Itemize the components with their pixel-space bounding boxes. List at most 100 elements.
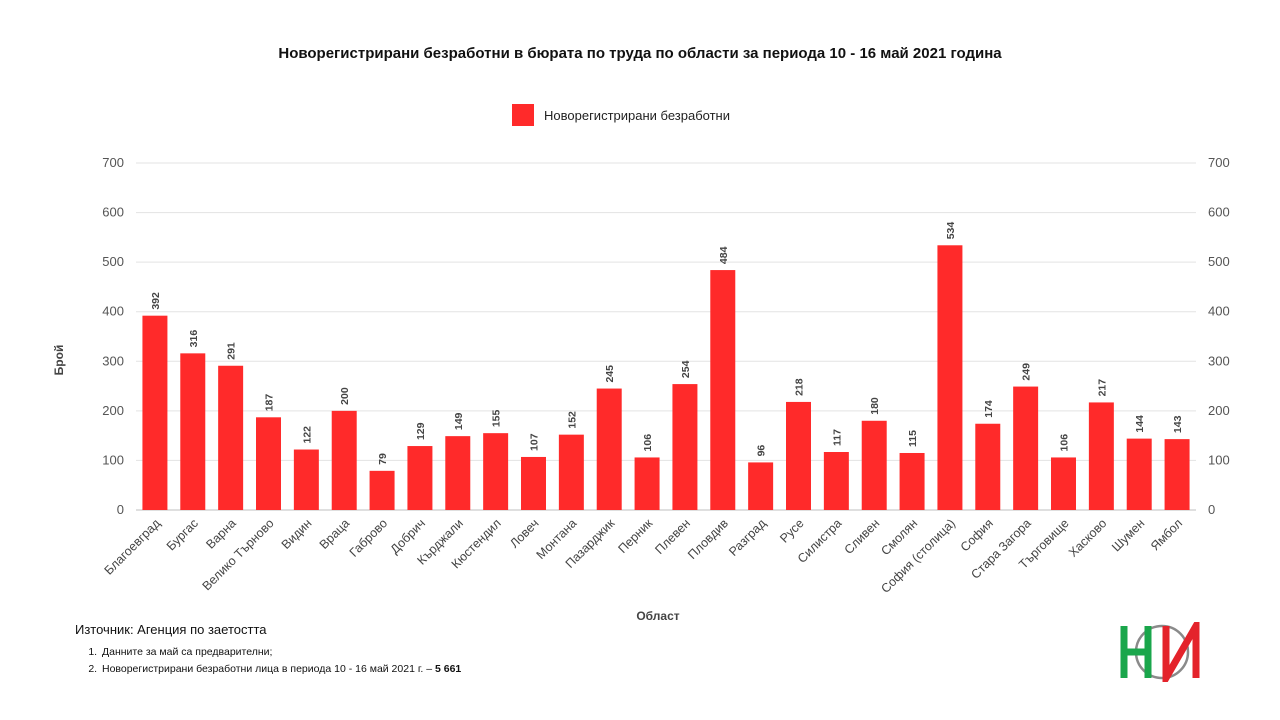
- bar: [1013, 386, 1039, 510]
- bar: [861, 420, 887, 510]
- data-label: 117: [831, 429, 843, 446]
- data-label: 107: [529, 433, 541, 451]
- y-tick-label-right: 300: [1208, 353, 1230, 368]
- y-tick-label-right: 0: [1208, 502, 1215, 517]
- data-label: 115: [907, 430, 919, 447]
- bar: [975, 423, 1001, 510]
- bar: [710, 270, 736, 510]
- data-label: 155: [491, 409, 503, 427]
- data-label: 534: [945, 222, 957, 240]
- source-note: Източник: Агенция по заетостта: [75, 622, 267, 637]
- bar: [672, 384, 698, 510]
- y-tick-label-right: 500: [1208, 254, 1230, 269]
- data-label: 254: [680, 360, 692, 378]
- x-tick-label: Перник: [615, 516, 655, 556]
- x-tick-label: Видин: [279, 516, 315, 552]
- data-label: 316: [188, 330, 200, 348]
- y-tick-label-left: 500: [102, 254, 124, 269]
- y-axis-left: 0 100 200 300 400 500 600 700: [102, 155, 124, 517]
- bar: [937, 245, 963, 510]
- legend-swatch: [512, 104, 534, 126]
- x-tick-label: Ловеч: [507, 516, 541, 550]
- y-axis-title: Брой: [52, 345, 66, 376]
- bar: [596, 388, 622, 510]
- bar: [823, 452, 849, 510]
- footnote-2-total: 5 661: [434, 663, 462, 675]
- data-label: 149: [453, 412, 465, 430]
- bar: [1088, 402, 1114, 510]
- bar: [1051, 457, 1076, 510]
- data-label: 152: [566, 411, 578, 429]
- nsi-logo-icon: [1120, 622, 1200, 682]
- footnote-2: Новорегистрирани безработни лица в перио…: [100, 661, 461, 678]
- data-label: 106: [1059, 434, 1071, 452]
- legend-label: Новорегистрирани безработни: [544, 107, 730, 123]
- data-label: 187: [264, 394, 276, 412]
- bar: [748, 462, 774, 510]
- y-tick-label-right: 200: [1208, 403, 1230, 418]
- bar: [331, 410, 357, 510]
- x-tick-label: Ямбол: [1148, 516, 1185, 553]
- y-tick-label-left: 600: [102, 205, 124, 220]
- x-tick-label: Пловдив: [685, 516, 731, 562]
- footnotes: Данните за май са предварителни; Новорег…: [80, 644, 461, 678]
- data-labels: 392 316 291 187 122 200 79 129 149 155 107 152 245 10…: [150, 222, 1184, 465]
- x-tick-label: Хасково: [1066, 516, 1110, 560]
- data-label: 484: [718, 246, 730, 264]
- data-label: 180: [869, 397, 881, 415]
- bars: [142, 245, 1190, 510]
- data-label: 96: [756, 445, 768, 457]
- data-label: 291: [226, 342, 238, 360]
- bar: [1164, 439, 1190, 510]
- footnote-1: Данните за май са предварителни;: [100, 644, 461, 661]
- bar: [634, 457, 660, 510]
- footnote-2-text: Новорегистрирани безработни лица в перио…: [102, 663, 435, 675]
- data-label: 106: [642, 434, 654, 452]
- y-tick-label-right: 700: [1208, 155, 1230, 170]
- x-tick-label: Разград: [726, 516, 769, 559]
- x-tick-label: Шумен: [1109, 516, 1147, 554]
- bar: [180, 353, 206, 510]
- x-tick-label: Враца: [317, 516, 353, 552]
- y-tick-label-left: 200: [102, 403, 124, 418]
- data-label: 144: [1134, 415, 1146, 433]
- legend: Новорегистрирани безработни: [512, 104, 730, 126]
- data-label: 174: [983, 400, 995, 418]
- bar: [521, 456, 546, 510]
- bar: [407, 446, 433, 510]
- bar: [218, 365, 244, 510]
- data-label: 122: [301, 426, 313, 444]
- x-tick-label: Благоевград: [102, 516, 164, 578]
- y-tick-label-left: 300: [102, 353, 124, 368]
- y-tick-label-left: 100: [102, 452, 124, 467]
- x-tick-label: Сливен: [842, 516, 883, 557]
- bar: [293, 449, 319, 510]
- y-axis-right: 0 100 200 300 400 500 600 700: [1208, 155, 1230, 517]
- chart-title: Новорегистрирани безработни в бюрата по …: [278, 45, 1002, 62]
- x-tick-label: София (столица): [878, 516, 958, 596]
- x-tick-label: Велико Търново: [200, 516, 277, 593]
- data-label: 249: [1021, 363, 1033, 381]
- y-tick-label-left: 0: [117, 502, 124, 517]
- bar: [899, 452, 925, 510]
- data-label: 79: [377, 453, 389, 465]
- bar: [786, 401, 811, 510]
- x-tick-label: Бургас: [164, 516, 201, 553]
- bar: [369, 470, 395, 510]
- data-label: 200: [339, 387, 351, 405]
- data-label: 218: [794, 378, 806, 396]
- x-axis-title: Област: [636, 609, 679, 623]
- bar: [1126, 438, 1152, 510]
- data-label: 392: [150, 292, 162, 310]
- x-tick-label: Габрово: [347, 516, 391, 560]
- bar: [142, 315, 168, 510]
- data-label: 245: [604, 365, 616, 383]
- bar: [483, 433, 509, 510]
- y-tick-label-right: 600: [1208, 205, 1230, 220]
- y-tick-label-right: 100: [1208, 452, 1230, 467]
- y-tick-label-left: 400: [102, 304, 124, 319]
- data-label: 129: [415, 422, 427, 440]
- bar: [256, 417, 281, 510]
